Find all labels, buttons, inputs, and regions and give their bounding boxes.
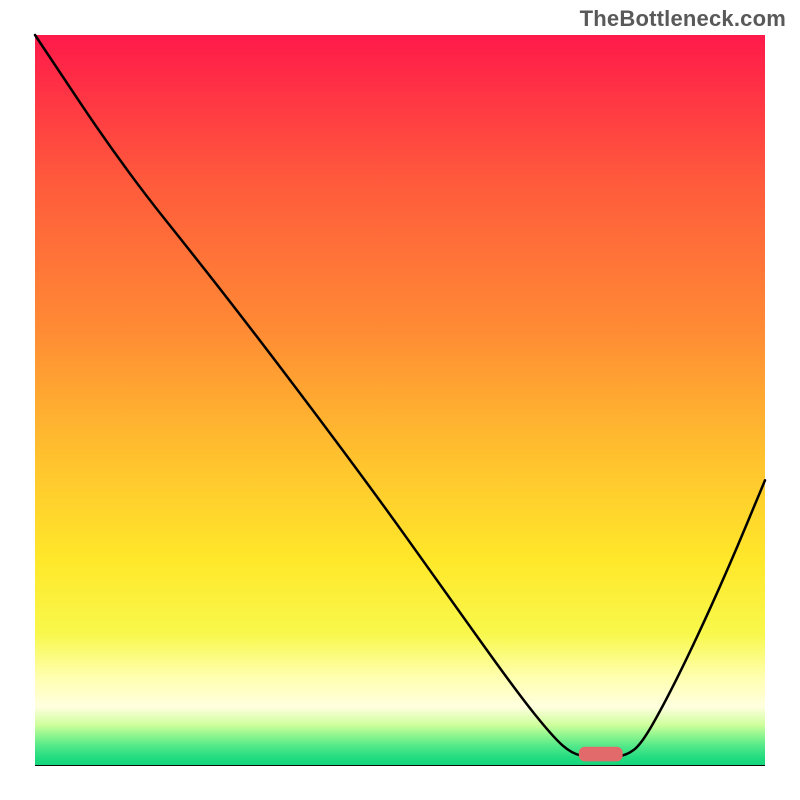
plot-background [35,35,765,765]
optimal-zone-marker [579,747,623,762]
chart-svg [0,0,800,800]
watermark-text: TheBottleneck.com [580,6,786,32]
bottleneck-curve-chart: TheBottleneck.com [0,0,800,800]
